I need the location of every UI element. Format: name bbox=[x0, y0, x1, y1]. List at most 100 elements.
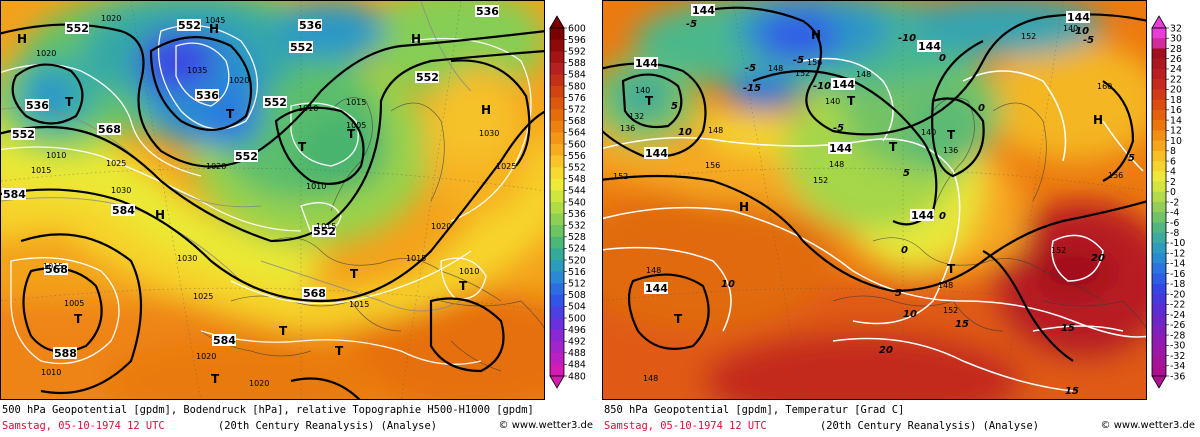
temp-label: 15 bbox=[1065, 386, 1079, 397]
right-scale-tick-label: -6 bbox=[1170, 218, 1179, 229]
geo-label-552: 552 bbox=[12, 128, 35, 141]
right-scale-tick-label: -10 bbox=[1170, 238, 1185, 249]
color-scale-850hpa: 32 30 28 26 24 22 20 18 16 14 12 10 8 6 4 2 0 -2 -4 -6 -8 -10… bbox=[1150, 15, 1198, 389]
geo-label-552: 552 bbox=[235, 150, 258, 163]
geo-label-140: 140 bbox=[921, 128, 936, 137]
temp-label: 5 bbox=[903, 168, 910, 179]
geo-label-144: 144 bbox=[645, 282, 668, 295]
pressure-label: 1010 bbox=[459, 267, 479, 276]
copyright-link[interactable]: © www.wetter3.de bbox=[1100, 420, 1195, 431]
temp-label: -5 bbox=[745, 63, 756, 74]
copyright-link[interactable]: © www.wetter3.de bbox=[498, 420, 593, 431]
left-scale-tick-label: 592 bbox=[568, 47, 586, 58]
right-scale-segment bbox=[1152, 253, 1166, 264]
left-scale-tick-label: 600 bbox=[568, 23, 586, 34]
right-scale-segment bbox=[1152, 99, 1166, 111]
temp-label: 5 bbox=[671, 101, 678, 112]
low-center: T bbox=[226, 107, 235, 121]
pressure-label: 1030 bbox=[111, 186, 131, 195]
right-scale-segment bbox=[1152, 79, 1166, 90]
right-scale-tick-label: 8 bbox=[1170, 146, 1176, 157]
map-850hpa-canvas: 144 144 144 144 144 144 144 144 144 140 … bbox=[603, 1, 1146, 399]
pressure-label: 1015 bbox=[406, 254, 426, 263]
low-center: T bbox=[347, 127, 356, 141]
left-scale-segment bbox=[550, 329, 564, 342]
geo-label-152: 152 bbox=[943, 306, 958, 315]
right-scale-segment bbox=[1152, 294, 1166, 305]
geo-label-156: 156 bbox=[705, 161, 720, 170]
high-center: H bbox=[411, 32, 421, 46]
pressure-label: 1015 bbox=[346, 98, 366, 107]
low-center: T bbox=[947, 262, 956, 276]
geo-label-552: 552 bbox=[290, 41, 313, 54]
left-scale-segment bbox=[550, 283, 564, 296]
right-scale-segment bbox=[1152, 48, 1166, 60]
pressure-label: 1020 bbox=[431, 222, 451, 231]
left-scale-tick-label: 556 bbox=[568, 151, 586, 162]
map-date: Samstag, 05-10-1974 12 UTC bbox=[604, 420, 767, 432]
right-scale-segment bbox=[1152, 222, 1166, 234]
geo-label-568: 568 bbox=[45, 263, 68, 276]
right-scale-tick-label: -26 bbox=[1170, 320, 1185, 331]
geo-label-536: 536 bbox=[196, 89, 219, 102]
left-scale-tick-label: 576 bbox=[568, 93, 586, 104]
caption-500hpa: 500 hPa Geopotential [gpdm], Bodendruck … bbox=[0, 402, 597, 437]
left-scale-segment bbox=[550, 225, 564, 238]
left-scale-cap-top bbox=[549, 15, 565, 29]
right-scale-segment bbox=[1152, 140, 1166, 152]
geo-label-584: 584 bbox=[213, 334, 236, 347]
temp-label: 0 bbox=[901, 245, 908, 256]
geo-label-536: 536 bbox=[299, 19, 322, 32]
geo-label-584: 584 bbox=[112, 204, 135, 217]
right-scale-tick-label: 24 bbox=[1170, 64, 1182, 75]
right-scale-segment bbox=[1152, 150, 1166, 162]
low-center: T bbox=[645, 94, 654, 108]
pressure-label: 1025 bbox=[106, 159, 126, 168]
geo-label-148: 148 bbox=[708, 126, 723, 135]
temp-label: -5 bbox=[1083, 35, 1094, 46]
right-scale-cap-top bbox=[1151, 15, 1167, 29]
right-scale-tick-label: 10 bbox=[1170, 136, 1182, 147]
pressure-label: 1010 bbox=[298, 104, 318, 113]
geo-label-156: 156 bbox=[807, 58, 822, 67]
geo-label-152: 152 bbox=[1051, 246, 1066, 255]
right-scale-segment bbox=[1152, 130, 1166, 142]
map-source: (20th Century Reanalysis) (Analyse) bbox=[218, 420, 437, 432]
map-500hpa: 552 552 552 552 552 552 552 552 536 536 … bbox=[0, 0, 545, 400]
high-center: H bbox=[1093, 113, 1103, 127]
low-center: T bbox=[847, 94, 856, 108]
right-scale-segment bbox=[1152, 304, 1166, 316]
left-scale-segment bbox=[550, 86, 564, 99]
geo-label-148: 148 bbox=[856, 70, 871, 79]
geo-label-140: 140 bbox=[635, 86, 650, 95]
high-center: H bbox=[811, 28, 821, 42]
color-scale-500hpa: 600 596 592 588 584 580 576 572 568 564 560 556 552 5… bbox=[548, 15, 596, 389]
left-scale-segment bbox=[550, 144, 564, 157]
left-scale-cap-bottom bbox=[549, 375, 565, 389]
geo-label-568: 568 bbox=[98, 123, 121, 136]
left-scale-tick-label: 564 bbox=[568, 128, 586, 139]
left-scale-segment bbox=[550, 62, 564, 75]
temp-label: 0 bbox=[939, 53, 946, 64]
left-scale-tick-label: 540 bbox=[568, 197, 586, 208]
caption-footer: Samstag, 05-10-1974 12 UTC (20th Century… bbox=[604, 419, 1199, 433]
geo-label-552: 552 bbox=[178, 19, 201, 32]
right-scale-tick-label: -20 bbox=[1170, 289, 1185, 300]
pressure-label: 1020 bbox=[229, 76, 249, 85]
low-center: T bbox=[74, 312, 83, 326]
left-scale-tick-label: 596 bbox=[568, 35, 586, 46]
right-scale-segment bbox=[1152, 120, 1166, 131]
temp-label: 20 bbox=[1091, 253, 1105, 264]
geo-label-136: 136 bbox=[943, 146, 958, 155]
left-scale-segment bbox=[550, 213, 564, 226]
pressure-label: 1010 bbox=[46, 151, 66, 160]
right-scale-tick-label: -18 bbox=[1170, 279, 1185, 290]
left-scale-segment bbox=[550, 260, 564, 273]
left-scale-segment bbox=[550, 271, 564, 284]
right-scale-tick-label: 12 bbox=[1170, 126, 1182, 137]
geo-label-144: 144 bbox=[645, 147, 668, 160]
right-scale-tick-label: 30 bbox=[1170, 34, 1182, 45]
low-center: T bbox=[947, 128, 956, 142]
low-center: T bbox=[674, 312, 683, 326]
pressure-label: 1045 bbox=[205, 16, 225, 25]
